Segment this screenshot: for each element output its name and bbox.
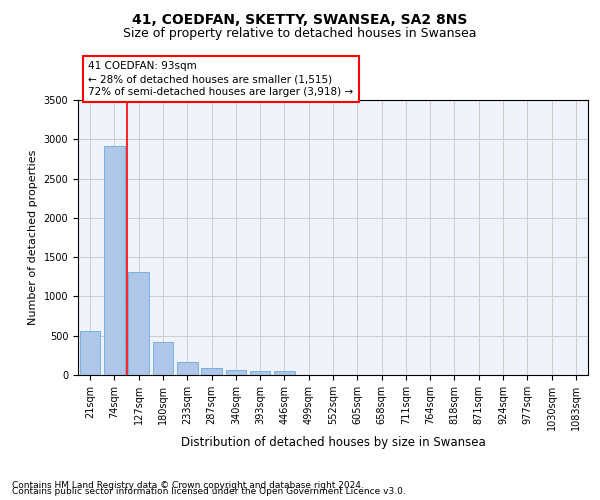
Bar xyxy=(128,272,149,375)
Bar xyxy=(274,372,295,375)
Bar xyxy=(152,342,173,375)
Bar xyxy=(250,370,271,375)
Bar xyxy=(104,146,125,375)
Text: Contains HM Land Registry data © Crown copyright and database right 2024.: Contains HM Land Registry data © Crown c… xyxy=(12,481,364,490)
Bar xyxy=(80,331,100,375)
Bar xyxy=(177,362,197,375)
Text: 41, COEDFAN, SKETTY, SWANSEA, SA2 8NS: 41, COEDFAN, SKETTY, SWANSEA, SA2 8NS xyxy=(133,12,467,26)
Text: 41 COEDFAN: 93sqm
← 28% of detached houses are smaller (1,515)
72% of semi-detac: 41 COEDFAN: 93sqm ← 28% of detached hous… xyxy=(88,61,353,97)
Text: Size of property relative to detached houses in Swansea: Size of property relative to detached ho… xyxy=(123,28,477,40)
Bar xyxy=(201,368,222,375)
Y-axis label: Number of detached properties: Number of detached properties xyxy=(28,150,38,325)
Text: Contains public sector information licensed under the Open Government Licence v3: Contains public sector information licen… xyxy=(12,488,406,496)
Bar xyxy=(226,370,246,375)
X-axis label: Distribution of detached houses by size in Swansea: Distribution of detached houses by size … xyxy=(181,436,485,448)
